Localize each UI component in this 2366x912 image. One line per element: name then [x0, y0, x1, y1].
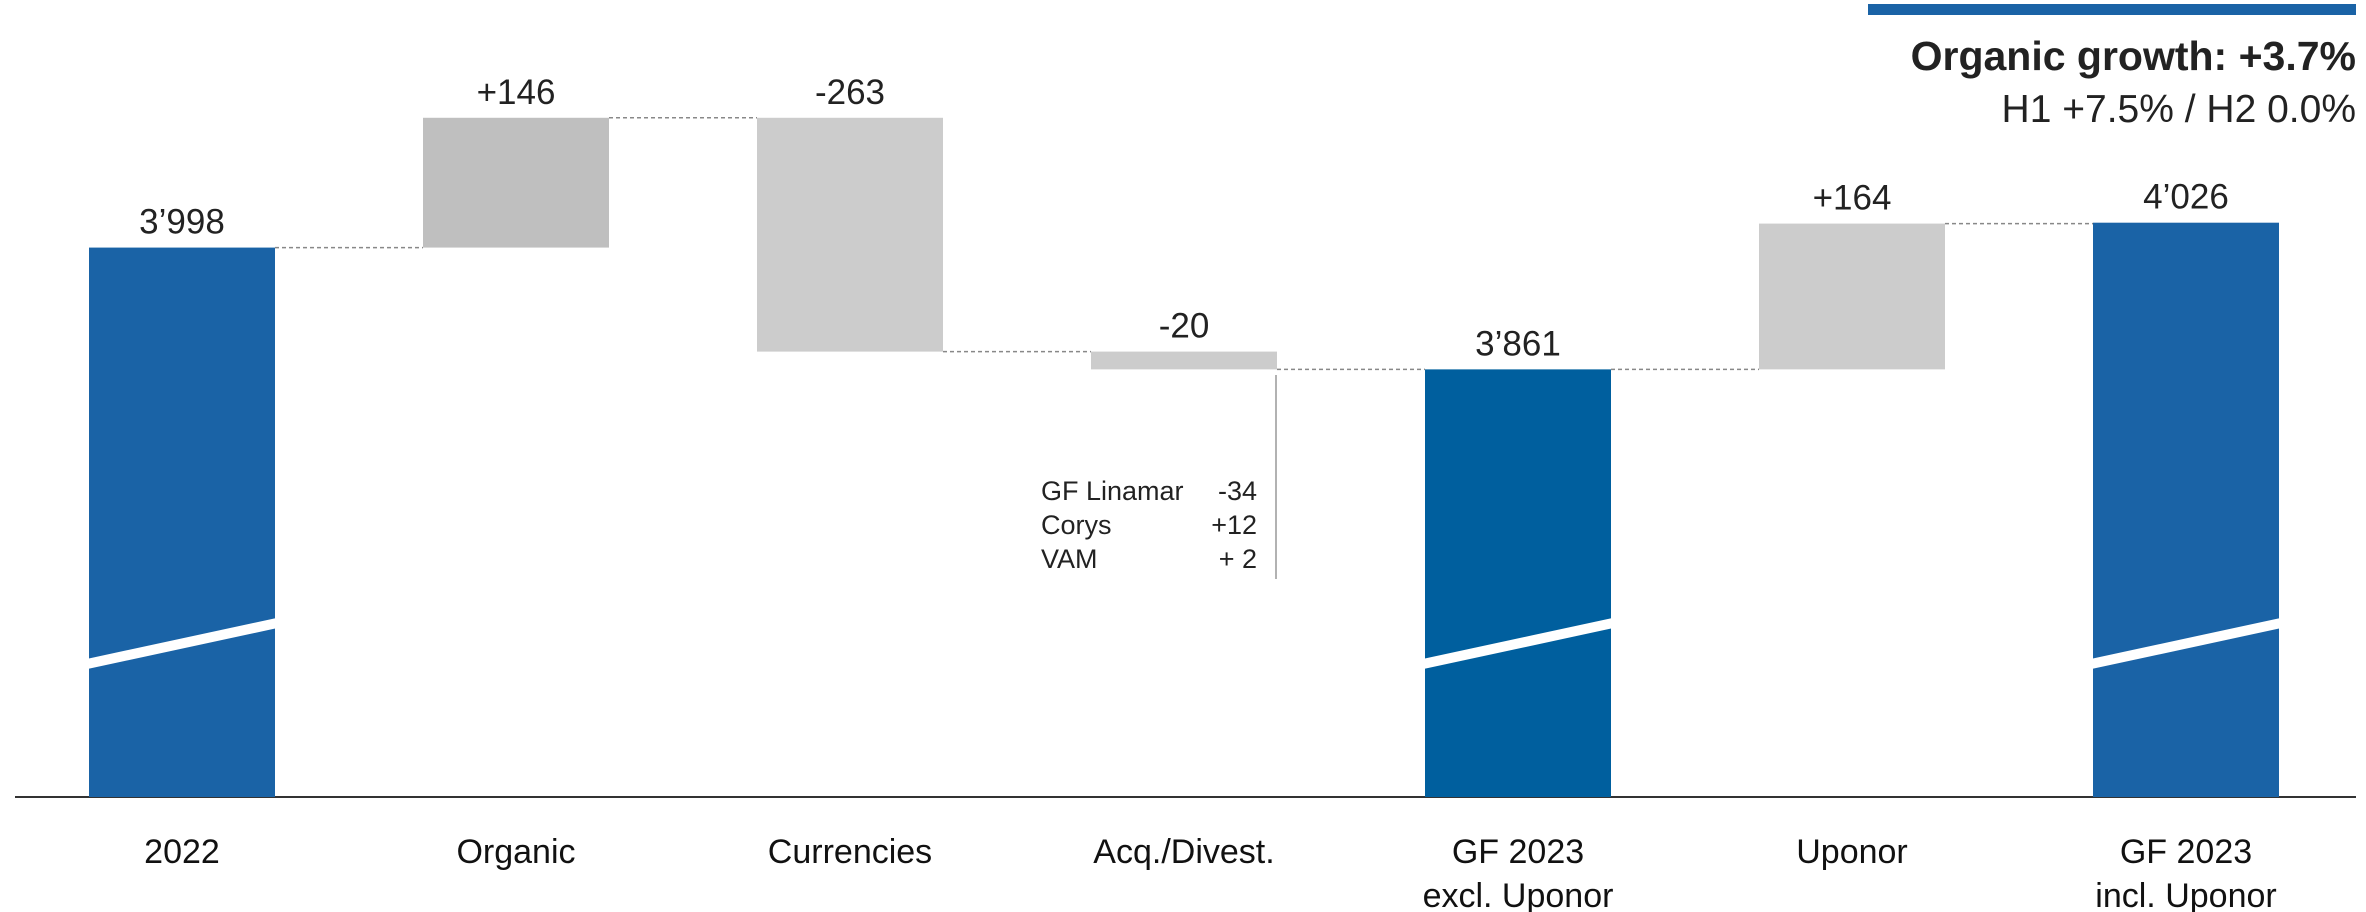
value-label: +146 — [477, 73, 556, 112]
x-tick-label: Acq./Divest. — [1093, 833, 1275, 871]
bar — [2093, 222, 2279, 797]
bar — [1425, 369, 1611, 797]
annotation-title: Organic growth: +3.7% — [1911, 33, 2356, 79]
x-tick-label: 2022 — [144, 833, 220, 871]
axis-break — [85, 618, 279, 669]
x-tick-label: GF 2023 excl. Uponor — [1422, 833, 1614, 912]
value-label: 3’861 — [1475, 324, 1561, 363]
x-tick-label: Uponor — [1796, 833, 1908, 871]
breakdown-name: VAM — [1041, 544, 1098, 574]
x-tick-label: GF 2023 incl. Uponor — [2095, 833, 2277, 912]
value-label: 3’998 — [139, 203, 225, 242]
x-tick-label: Organic — [456, 833, 576, 871]
breakdown-name: GF Linamar — [1041, 476, 1184, 506]
breakdown-value: + 2 — [1219, 544, 1257, 574]
bar — [1759, 223, 1945, 370]
annotation-bar — [1868, 4, 2356, 15]
value-label: +164 — [1813, 179, 1892, 218]
value-label: -263 — [815, 73, 885, 112]
breakdown-value: -34 — [1218, 476, 1257, 506]
breakdown-value: +12 — [1211, 510, 1257, 540]
bar — [1091, 351, 1277, 370]
x-tick-label: Currencies — [767, 833, 933, 871]
axis-break — [1421, 618, 1615, 669]
annotation-subtitle: H1 +7.5% / H2 0.0% — [2002, 88, 2356, 131]
value-label: -20 — [1159, 307, 1210, 346]
bar — [89, 247, 275, 797]
axis-break — [2089, 618, 2283, 669]
breakdown-name: Corys — [1041, 510, 1112, 540]
bar — [423, 117, 609, 248]
value-label: 4’026 — [2143, 178, 2229, 217]
bar — [757, 117, 943, 352]
